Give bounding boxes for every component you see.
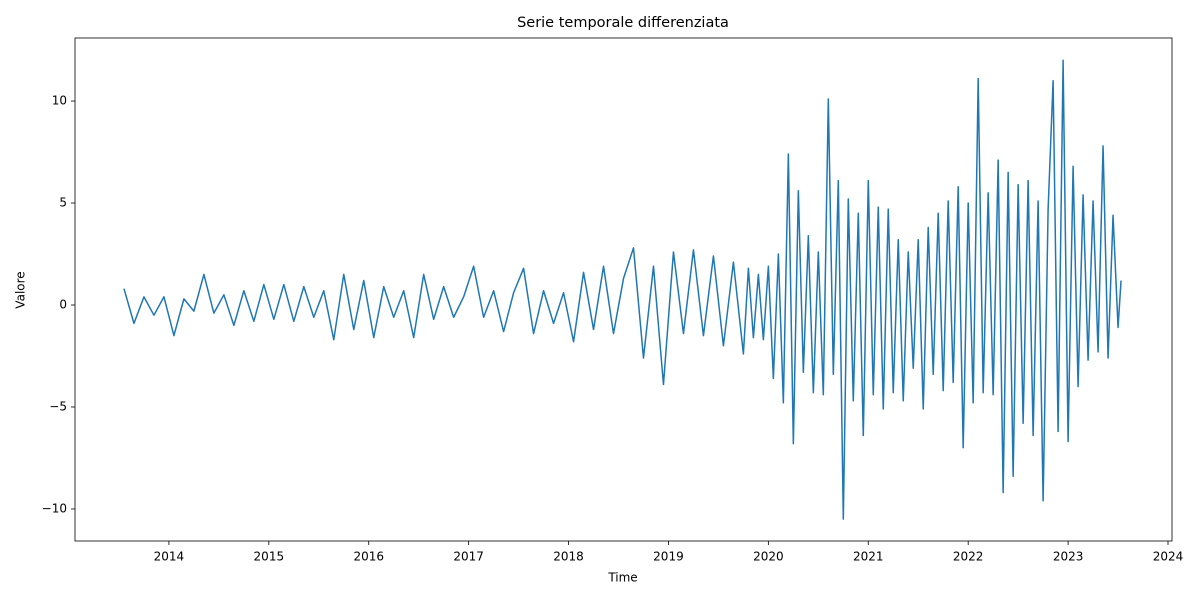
x-tick-label: 2023 <box>1053 550 1084 564</box>
x-tick-label: 2015 <box>254 550 285 564</box>
x-tick-label: 2021 <box>853 550 884 564</box>
y-tick-label: 5 <box>59 196 67 210</box>
x-tick-label: 2024 <box>1153 550 1184 564</box>
y-tick-label: 0 <box>59 298 67 312</box>
x-tick-label: 2019 <box>653 550 684 564</box>
y-tick-label: 10 <box>52 94 67 108</box>
x-tick-label: 2014 <box>154 550 185 564</box>
y-axis-label: Valore <box>14 271 28 308</box>
x-axis-label: Time <box>607 571 637 585</box>
y-tick-label: −5 <box>49 399 67 413</box>
x-tick-label: 2016 <box>353 550 384 564</box>
plot-frame <box>74 37 1173 542</box>
data-line <box>123 59 1122 520</box>
chart-title: Serie temporale differenziata <box>517 15 729 31</box>
x-tick-label: 2020 <box>753 550 784 564</box>
x-tick-label: 2022 <box>953 550 984 564</box>
y-tick-label: −10 <box>42 501 67 515</box>
x-tick-label: 2017 <box>453 550 484 564</box>
x-tick-label: 2018 <box>553 550 584 564</box>
